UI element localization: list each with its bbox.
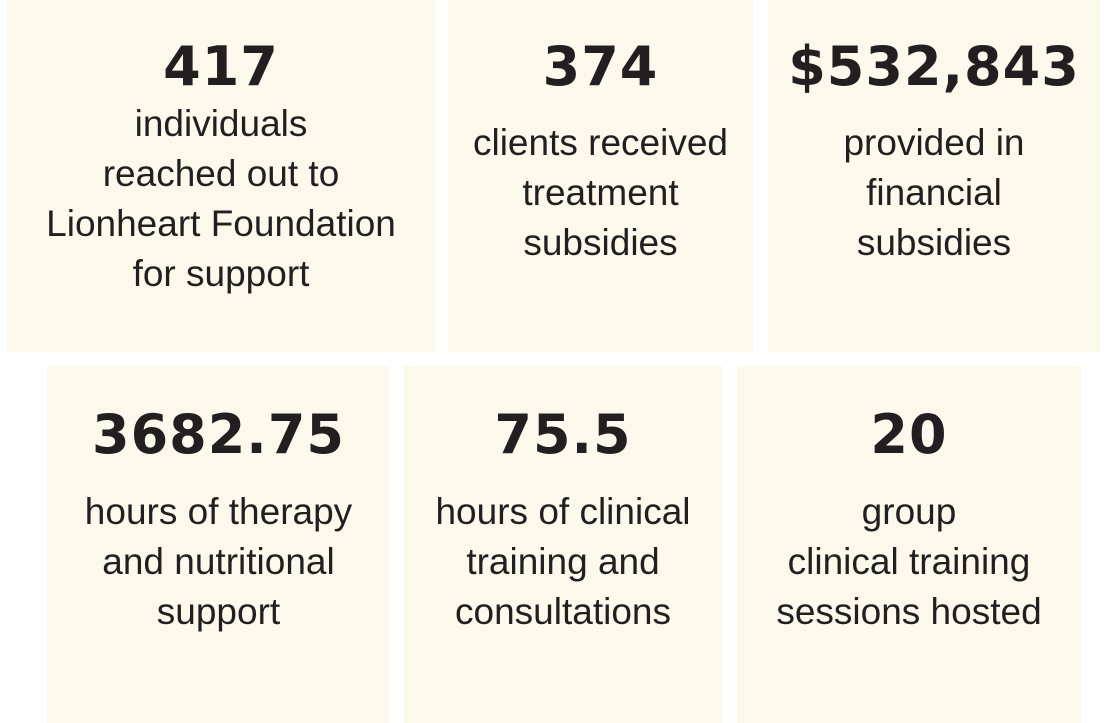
stat-label: treatment [522, 172, 679, 213]
stat-value: 75.5 [494, 403, 632, 466]
stat-label: hours of therapy [84, 491, 353, 532]
stat-label: sessions hosted [776, 591, 1042, 632]
stat-card: $532,843 provided in financial subsidies [768, 0, 1100, 352]
stat-label: group [861, 491, 957, 532]
stat-label: subsidies [523, 222, 678, 263]
stat-label: financial [866, 172, 1002, 213]
stat-label: reached out to [102, 153, 340, 194]
stat-label: provided in [843, 122, 1025, 163]
stat-value: 417 [163, 35, 279, 98]
stat-card: 3682.75 hours of therapy and nutritional su… [47, 366, 390, 723]
stat-label: individuals [134, 103, 308, 144]
stat-card: 20 group clinical training sessions hosted [737, 366, 1081, 723]
stat-label: and nutritional [102, 541, 335, 582]
stat-label: training and [466, 541, 660, 582]
stat-card: 75.5 hours of clinical training and consult… [404, 366, 722, 723]
stat-value: 374 [542, 35, 659, 98]
stat-label: support [156, 591, 281, 632]
stat-label: clients received [472, 122, 728, 163]
stat-value: 20 [870, 403, 948, 466]
stat-label: Lionheart Foundation [46, 203, 396, 244]
stat-value: 3682.75 [92, 403, 345, 466]
stat-label: hours of clinical [435, 491, 691, 532]
stat-label: clinical training [787, 541, 1031, 582]
stat-card: 417 individuals reached out to Lionheart Fo… [7, 0, 435, 352]
stat-card: 374 clients received treatment subsidies [448, 0, 753, 352]
stat-label: for support [132, 253, 310, 294]
stat-label: subsidies [856, 222, 1012, 263]
stat-value: $532,843 [788, 35, 1080, 98]
stat-label: consultations [455, 591, 671, 632]
